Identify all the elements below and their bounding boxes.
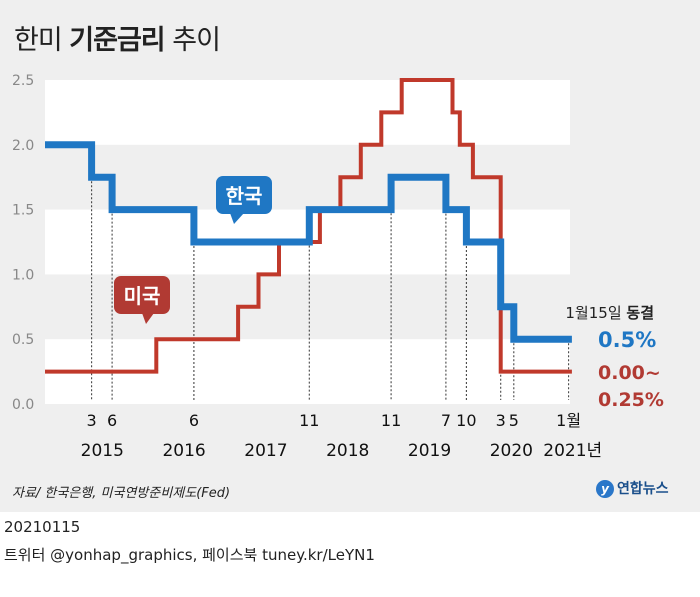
month-tick-label: 6	[107, 411, 117, 430]
logo-text: 연합뉴스	[617, 481, 669, 497]
y-tick-label: 0.5	[12, 332, 34, 348]
us-rate-line	[45, 78, 572, 374]
month-tick-label: 3	[87, 411, 97, 430]
korea-tag: 한국	[216, 176, 272, 224]
month-tick-label: 6	[189, 411, 199, 430]
korea-value: 0.5%	[598, 328, 656, 352]
year-label: 2021년	[543, 441, 602, 461]
month-tick-label: 11	[299, 411, 319, 430]
korea-tag-label: 한국	[226, 184, 263, 208]
y-tick-label: 1.0	[12, 267, 34, 283]
y-tick-label: 2.5	[12, 73, 34, 89]
footer-date: 20210115	[4, 518, 81, 536]
us-tag-label: 미국	[124, 284, 161, 308]
date-note: 1월15일 동결	[565, 304, 654, 322]
year-label: 2019	[408, 441, 451, 461]
logo-mark: y	[596, 480, 614, 498]
year-label: 2016	[162, 441, 205, 461]
month-tick-label: 5	[509, 411, 519, 430]
yonhap-logo: y 연합뉴스	[596, 478, 669, 498]
title-bold: 기준금리	[69, 25, 165, 56]
year-label: 2020	[490, 441, 533, 461]
title-part2: 추이	[164, 25, 221, 56]
month-tick-label: 11	[381, 411, 401, 430]
month-tick-label: 7	[441, 411, 451, 430]
series-lines	[45, 78, 572, 374]
source-note: 자료/ 한국은행, 미국연방준비제도(Fed)	[12, 486, 231, 501]
us-value-a: 0.00~	[598, 362, 661, 384]
y-band-2	[45, 80, 570, 145]
month-tick-label: 3	[496, 411, 506, 430]
year-label: 2018	[326, 441, 369, 461]
us-value-b: 0.25%	[598, 389, 664, 411]
y-tick-label: 1.5	[12, 203, 34, 219]
y-tick-label: 0.0	[12, 397, 34, 413]
us-tag: 미국	[114, 276, 170, 324]
guide-lines	[91, 177, 570, 400]
chart-title: 한미 기준금리 추이	[14, 18, 221, 57]
korea-rate-line	[45, 141, 572, 343]
year-label: 2015	[81, 441, 124, 461]
y-tick-label: 2.0	[12, 138, 34, 154]
month-tick-label: 1월	[556, 411, 581, 430]
title-part1: 한미	[14, 25, 70, 56]
month-tick-label: 10	[456, 411, 476, 430]
footer-social: 트위터 @yonhap_graphics, 페이스북 tuney.kr/LeYN…	[4, 546, 375, 564]
y-tick-labels: 0.0 0.5 1.0 1.5 2.0 2.5	[12, 73, 34, 413]
year-label: 2017	[244, 441, 287, 461]
